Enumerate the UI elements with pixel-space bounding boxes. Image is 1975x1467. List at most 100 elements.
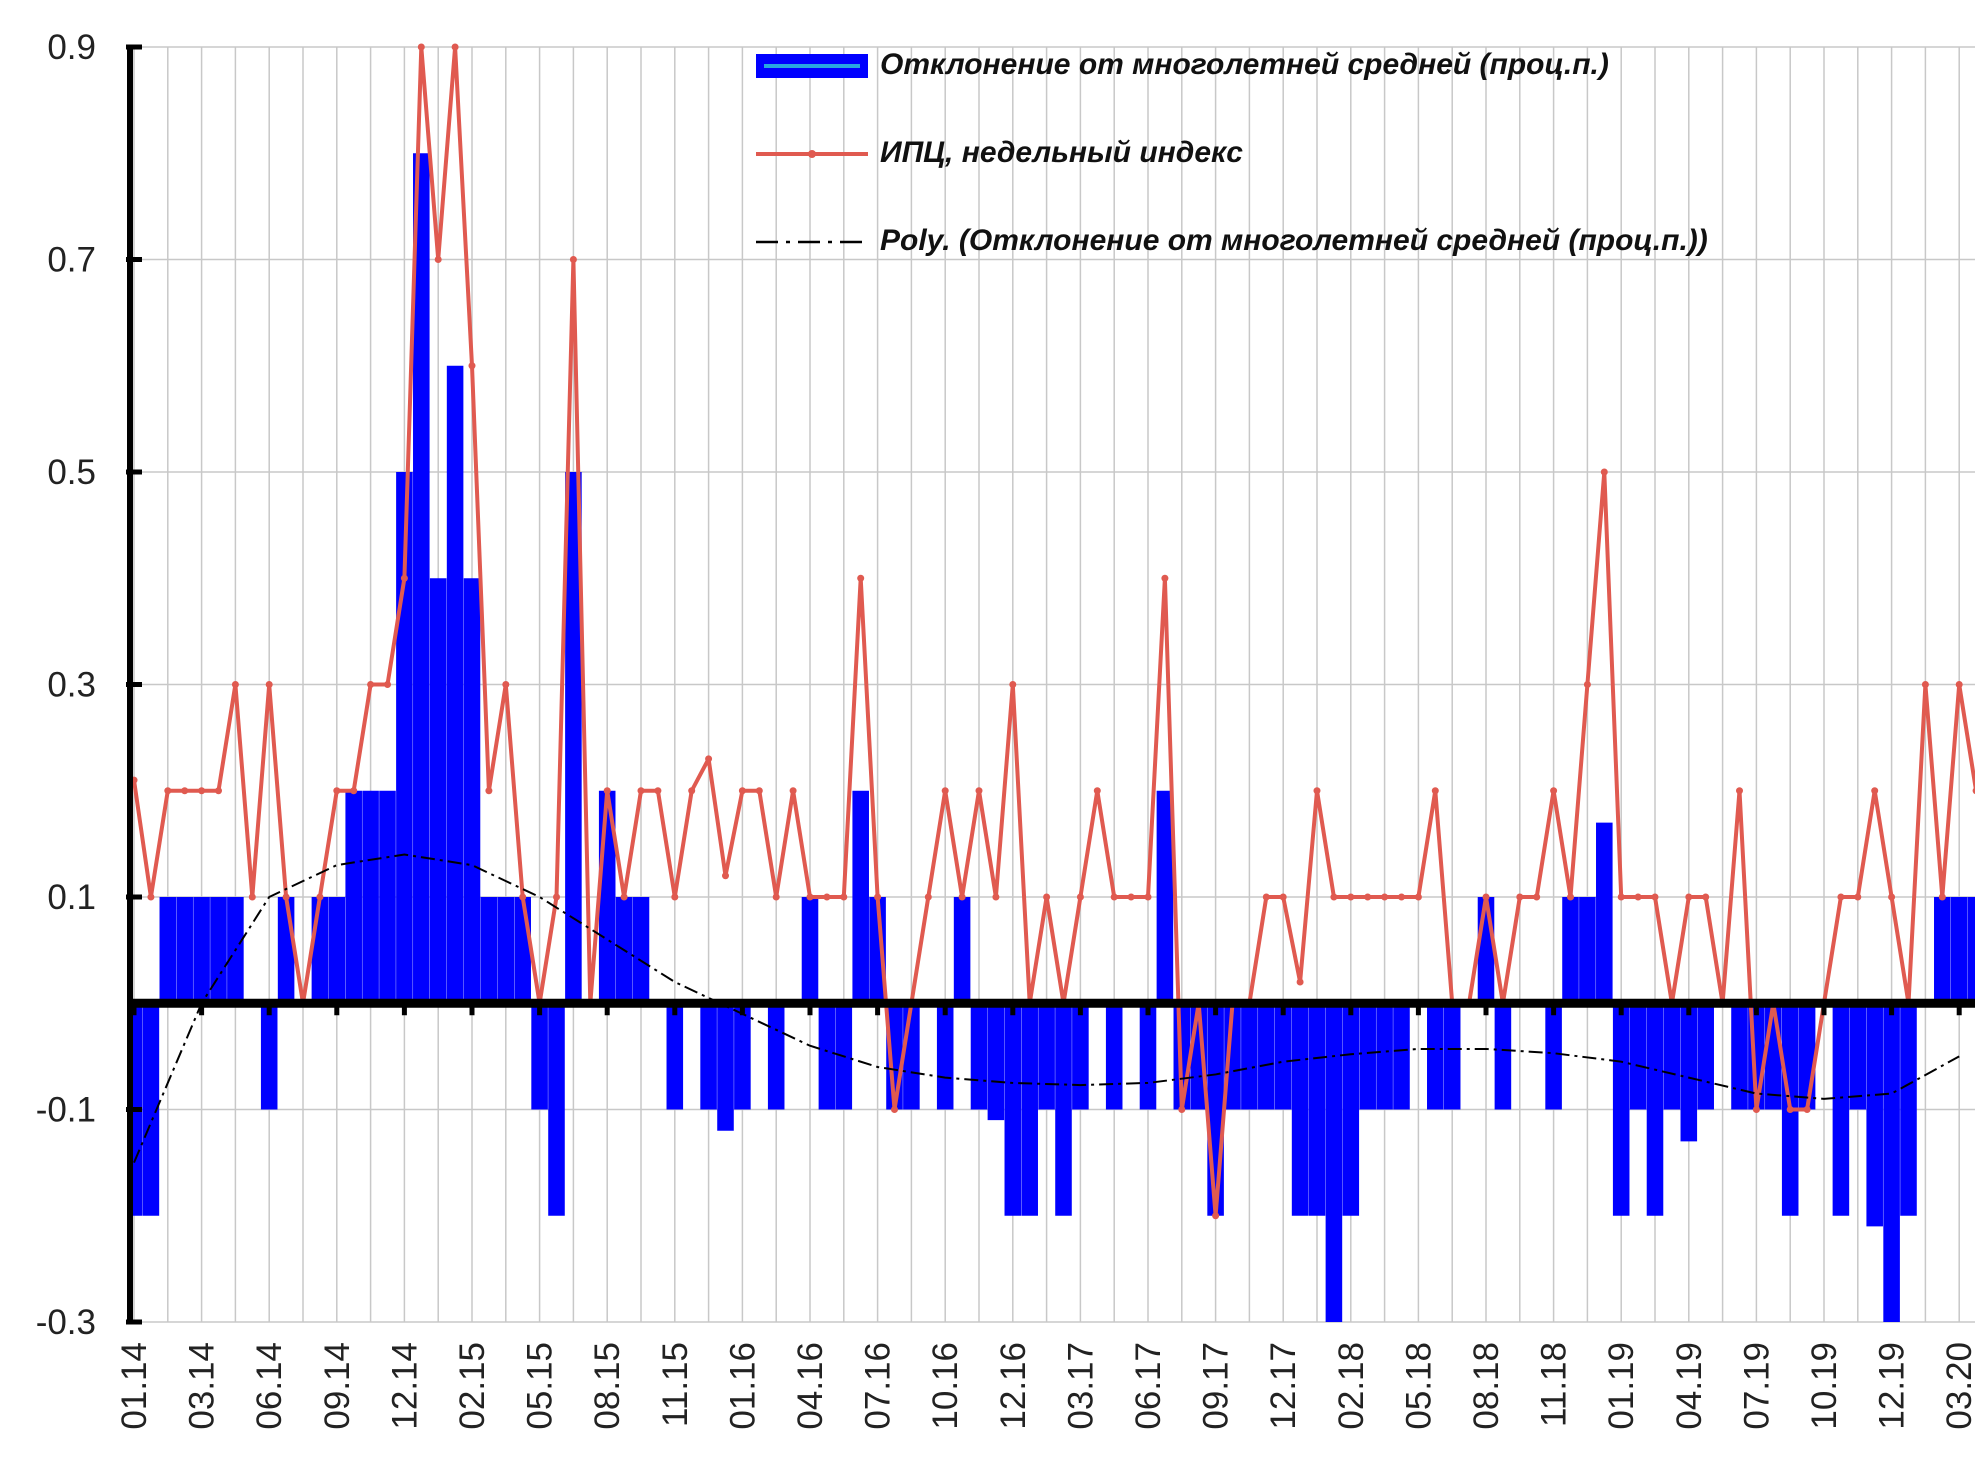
cpi-point: [840, 893, 848, 901]
bar: [1680, 1003, 1698, 1142]
bar: [142, 1003, 160, 1216]
bar: [446, 365, 464, 1004]
x-tick-label: 02.15: [453, 1342, 492, 1430]
legend-label: ИПЦ, недельный индекс: [880, 136, 1243, 169]
bar: [1156, 790, 1174, 1004]
cpi-point: [502, 681, 510, 688]
bar: [1359, 1003, 1376, 1110]
cpi-point: [1921, 681, 1929, 688]
x-tick-label: 11.15: [656, 1342, 695, 1427]
x-tick-label: 01.14: [115, 1342, 154, 1430]
cpi-point: [1127, 893, 1135, 901]
cpi-point: [350, 787, 358, 795]
cpi-point: [468, 362, 476, 370]
bar: [1967, 897, 1975, 1004]
x-tick-label: 12.19: [1873, 1342, 1912, 1430]
cpi-point: [992, 893, 1000, 901]
cpi-point: [1313, 787, 1321, 795]
x-tick-label: 11.18: [1535, 1342, 1574, 1427]
cpi-point: [1550, 787, 1558, 795]
bar: [1224, 1003, 1241, 1110]
bar: [666, 1003, 684, 1110]
x-tick-label: 05.15: [521, 1342, 560, 1430]
bar: [1072, 1003, 1089, 1110]
cpi-point: [1076, 893, 1084, 901]
cpi-point: [705, 755, 713, 763]
cpi-point: [1431, 787, 1439, 795]
legend-label: Poly. (Отклонение от многолетней средней…: [880, 224, 1708, 257]
y-tick-label: 0.3: [47, 666, 96, 705]
bar: [1004, 1003, 1022, 1216]
bar: [1950, 897, 1968, 1004]
bar: [463, 578, 481, 1004]
y-tick-label: 0.7: [47, 241, 96, 280]
bar: [1393, 1003, 1410, 1110]
cpi-point: [1888, 893, 1896, 901]
cpi-point: [755, 787, 763, 795]
cpi-point: [1972, 787, 1975, 795]
cpi-point: [1093, 787, 1101, 795]
bar: [869, 897, 886, 1004]
bar: [903, 1003, 920, 1110]
bar: [311, 897, 329, 1004]
cpi-point: [789, 787, 797, 795]
cpi-point: [282, 893, 290, 901]
cpi-point: [654, 787, 662, 795]
bar: [1443, 1003, 1461, 1110]
bar: [328, 897, 346, 1004]
cpi-point: [1702, 893, 1710, 901]
cpi-point: [772, 893, 780, 901]
cpi-point: [1330, 893, 1338, 901]
bar: [1105, 1003, 1123, 1110]
x-tick-label: 06.14: [250, 1342, 289, 1430]
cpi-point: [1516, 893, 1524, 901]
cpi-point: [485, 787, 493, 795]
legend: Отклонение от многолетней средней (проц.…: [756, 48, 1708, 257]
cpi-point: [1955, 681, 1963, 688]
cpi-point: [1651, 893, 1659, 901]
bar: [1798, 1003, 1816, 1110]
trend-line: [133, 853, 1960, 1164]
bar: [1342, 1003, 1360, 1216]
x-tick-label: 04.16: [791, 1342, 830, 1430]
y-tick-label: 0.5: [47, 453, 96, 492]
x-tick-label: 02.18: [1332, 1342, 1371, 1430]
bar: [818, 1003, 836, 1110]
cpi-point: [519, 893, 527, 901]
cpi-point: [417, 43, 425, 51]
bar: [1934, 897, 1951, 1004]
cpi-point: [1009, 681, 1017, 688]
cpi-point: [975, 787, 983, 795]
bar: [497, 897, 515, 1004]
cpi-point: [1364, 893, 1372, 901]
cpi-point: [1144, 893, 1152, 901]
cpi-point: [924, 893, 932, 901]
cpi-point: [434, 256, 442, 263]
cpi-point: [1212, 1212, 1220, 1220]
cpi-point: [451, 43, 459, 51]
cpi-point: [384, 681, 391, 688]
bar: [565, 472, 582, 1004]
bar: [632, 897, 650, 1004]
x-tick-label: 03.14: [183, 1342, 222, 1430]
bar: [1325, 1003, 1343, 1322]
bar: [1900, 1003, 1917, 1216]
bar: [1376, 1003, 1393, 1110]
cpi-point: [1347, 893, 1355, 901]
cpi-point: [1752, 1106, 1760, 1113]
cpi-point: [164, 787, 172, 795]
bar: [1207, 1003, 1224, 1216]
bar: [514, 897, 531, 1004]
cpi-point: [688, 787, 696, 795]
x-tick-label: 12.17: [1264, 1342, 1303, 1430]
bar: [277, 897, 295, 1004]
cpi-point: [248, 893, 256, 901]
cpi-point: [806, 893, 814, 901]
cpi-point: [1634, 893, 1642, 901]
cpi-point: [181, 787, 189, 795]
cpi-point: [1938, 893, 1946, 901]
cpi-point: [553, 893, 560, 901]
bar: [1663, 1003, 1681, 1110]
cpi-point: [1296, 978, 1304, 986]
bar: [936, 1003, 954, 1110]
